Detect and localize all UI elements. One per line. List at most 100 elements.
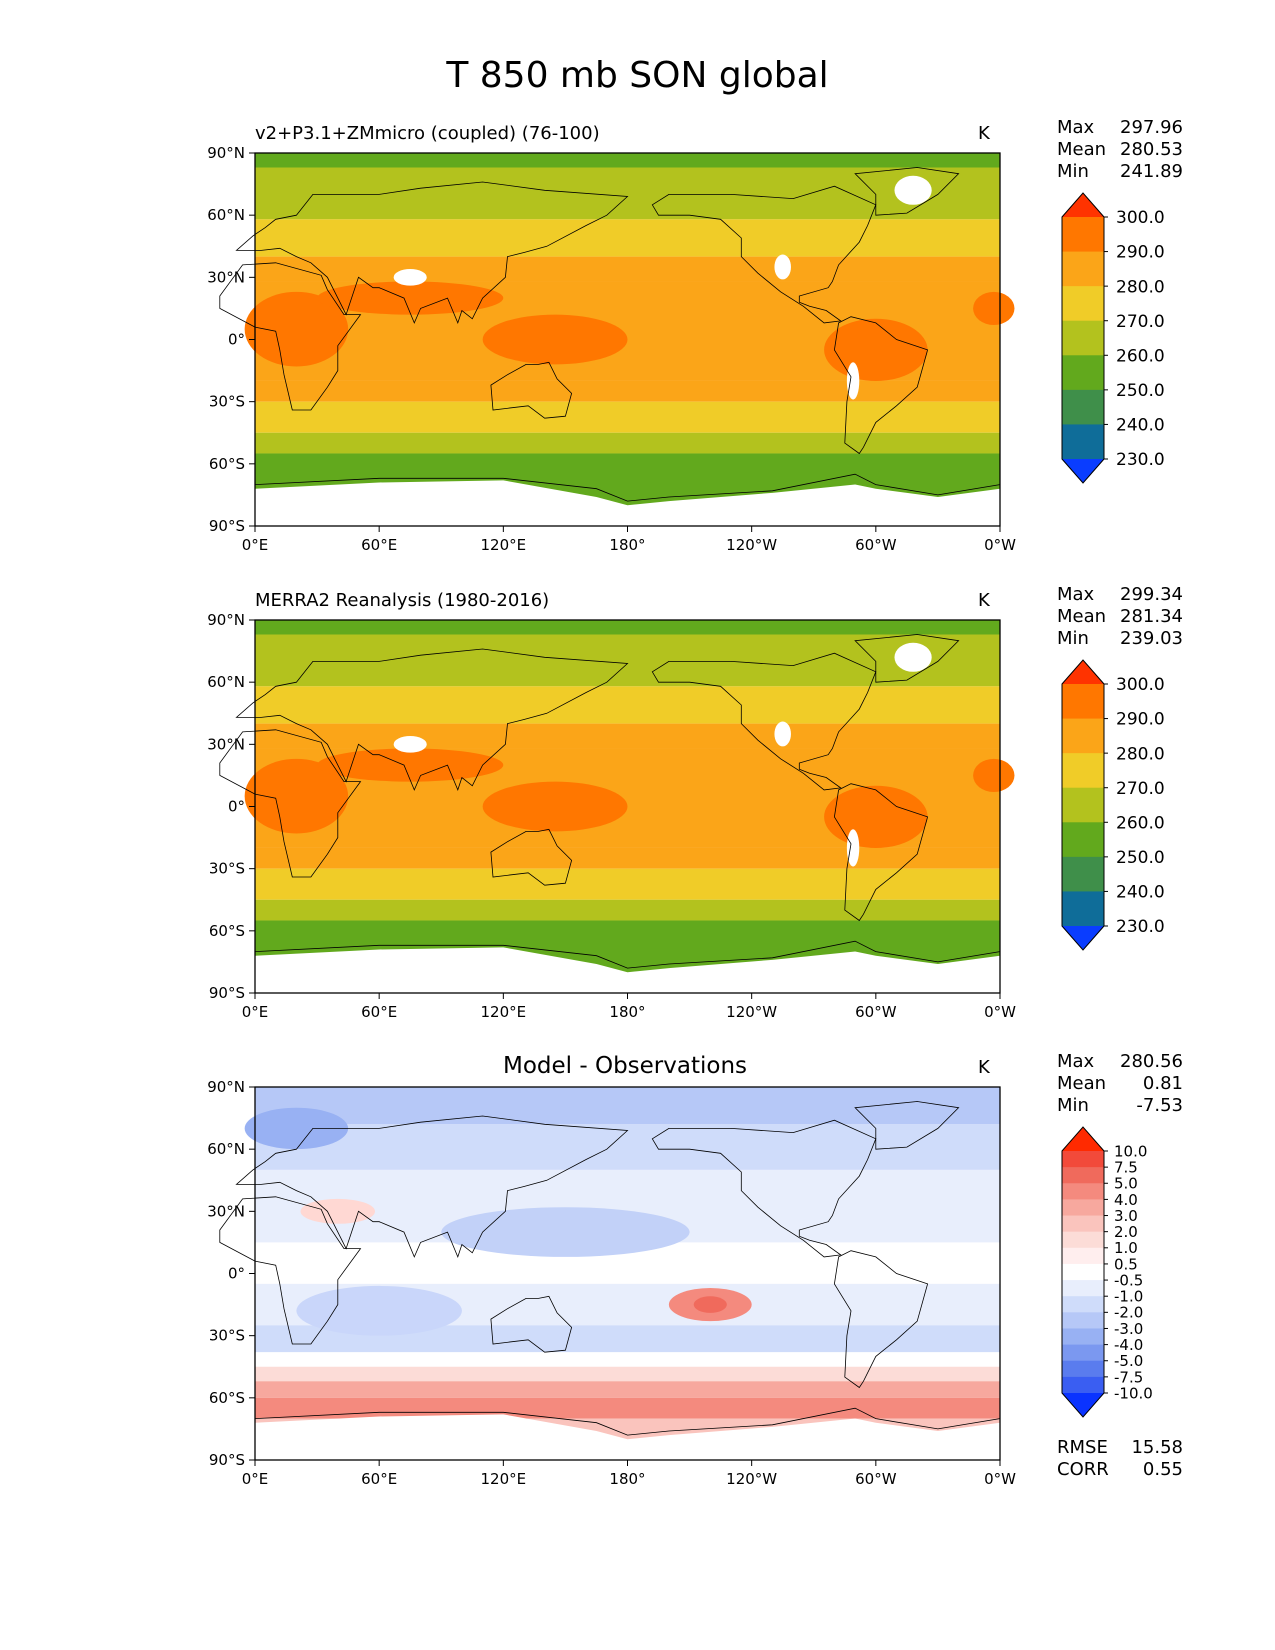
colorbar-tick-label: 250.0 [1116, 381, 1165, 401]
lon-tick-label: 0°E [242, 1470, 269, 1488]
coastline [651, 185, 877, 324]
contour-band [255, 1087, 1000, 1125]
contour-blob [244, 291, 349, 367]
lon-tick-label: 0°E [242, 536, 269, 554]
lon-tick-label: 0°W [984, 1470, 1016, 1488]
colorbar-tick-label: 5.0 [1114, 1175, 1138, 1193]
colorbar-segment [1062, 684, 1104, 720]
contour-band [255, 401, 1000, 433]
contour-band [255, 219, 1000, 257]
colorbar-tick-label: -2.0 [1114, 1304, 1143, 1322]
lon-tick-label: 0°W [984, 1003, 1016, 1021]
colorbar-segment [1062, 1312, 1104, 1329]
contour-blob [317, 748, 504, 782]
map-model: 90°N 60°N 30°N 0° 30°S 60°S 90°S0°E 60°E 120°E 18… [207, 144, 1165, 554]
contour-blob [441, 1207, 690, 1257]
figure-title: T 850 mb SON global [446, 55, 829, 96]
lat-tick-label: 60°N [207, 206, 245, 224]
lon-tick-label: 180° [609, 1003, 645, 1021]
colorbar-tick-label: 230.0 [1116, 917, 1165, 937]
colorbar-tick-label: 300.0 [1116, 675, 1165, 695]
lon-tick-label: 120°E [481, 1003, 527, 1021]
colorbar-tick-label: -5.0 [1114, 1352, 1143, 1370]
contour-blob [973, 758, 1015, 792]
colorbar-extend-top [1062, 193, 1104, 217]
lat-tick-label: 90°S [209, 1451, 245, 1469]
lon-tick-label: 60°E [361, 1003, 397, 1021]
colorbar-tick-label: 260.0 [1116, 346, 1165, 366]
colorbar-tick-label: 290.0 [1116, 243, 1165, 263]
contour-blob [482, 781, 628, 832]
colorbar-extend-bottom [1062, 926, 1104, 950]
lat-tick-label: 0° [228, 331, 245, 349]
colorbar-tick-label: 270.0 [1116, 312, 1165, 332]
masked-region [846, 829, 860, 867]
masked-region [846, 362, 860, 400]
lat-tick-label: 0° [228, 798, 245, 816]
contour-blob [693, 1296, 727, 1313]
contour-band [255, 1381, 1000, 1398]
colorbar-tick-label: -7.5 [1114, 1368, 1143, 1386]
colorbar-tick-label: 10.0 [1114, 1142, 1147, 1160]
colorbar-tick-label: -0.5 [1114, 1271, 1143, 1289]
contour-band [255, 1124, 1000, 1170]
contour-band [255, 686, 1000, 724]
lon-tick-label: 120°E [481, 1470, 527, 1488]
stat-mean: Mean 280.53 [1057, 139, 1183, 160]
lat-tick-label: 90°N [207, 144, 245, 162]
contour-blob [244, 1107, 349, 1150]
masked-region [894, 642, 932, 672]
colorbar-tick-label: 0.5 [1114, 1255, 1138, 1273]
contour-band [255, 1352, 1000, 1367]
lat-tick-label: 0° [228, 1265, 245, 1283]
lat-tick-label: 90°S [209, 517, 245, 535]
colorbar-tick-label: 7.5 [1114, 1159, 1138, 1177]
masked-region [774, 721, 791, 747]
coastline [235, 181, 629, 325]
lon-tick-label: 0°E [242, 1003, 269, 1021]
lon-tick-label: 180° [609, 536, 645, 554]
colorbar-segment [1062, 217, 1104, 253]
colorbar-tick-label: 2.0 [1114, 1223, 1138, 1241]
lat-tick-label: 30°S [209, 860, 245, 878]
coastline [490, 361, 573, 419]
coastline [651, 652, 877, 791]
contour-band [255, 620, 1000, 635]
colorbar-segment [1062, 1247, 1104, 1265]
colorbar-segment [1062, 1344, 1104, 1362]
antarctica-mask [255, 480, 1000, 526]
colorbar-tick-label: -10.0 [1114, 1384, 1153, 1402]
contour-band [255, 380, 1000, 402]
lon-tick-label: 120°W [726, 536, 777, 554]
lat-tick-label: 60°S [209, 1389, 245, 1407]
lat-tick-label: 30°N [207, 268, 245, 286]
colorbar-segment [1062, 787, 1104, 823]
coastline [235, 648, 629, 792]
contour-blob [317, 281, 504, 315]
lat-tick-label: 90°N [207, 611, 245, 629]
stat-min: Min 241.89 [1057, 161, 1183, 182]
stat-max: Max 299.34 [1057, 584, 1183, 605]
colorbar-tick-label: 240.0 [1116, 883, 1165, 903]
lon-tick-label: 120°E [481, 536, 527, 554]
colorbar-tick-label: -3.0 [1114, 1320, 1143, 1338]
colorbar-tick-label: 250.0 [1116, 848, 1165, 868]
contour-band [255, 432, 1000, 454]
colorbar-segment [1062, 1263, 1104, 1281]
colorbar-segment [1062, 1231, 1104, 1249]
masked-region [774, 254, 791, 280]
contour-band [255, 847, 1000, 869]
colorbar-tick-label: 280.0 [1116, 277, 1165, 297]
map-obs: 90°N 60°N 30°N 0° 30°S 60°S 90°S0°E 60°E 120°E 18… [207, 611, 1165, 1021]
coastline [219, 262, 362, 411]
colorbar-tick-label: 4.0 [1114, 1191, 1138, 1209]
colorbar-segment [1062, 1167, 1104, 1184]
error-stats-block: RMSE 15.58 CORR 0.55 [1057, 1437, 1183, 1481]
antarctica-mask [255, 1414, 1000, 1460]
contour-band [255, 256, 1000, 282]
colorbar-segment [1062, 320, 1104, 356]
colorbar-segment [1062, 891, 1104, 927]
antarctica-mask [255, 947, 1000, 993]
colorbar-segment [1062, 1360, 1104, 1378]
colorbar-extend-top [1062, 660, 1104, 684]
